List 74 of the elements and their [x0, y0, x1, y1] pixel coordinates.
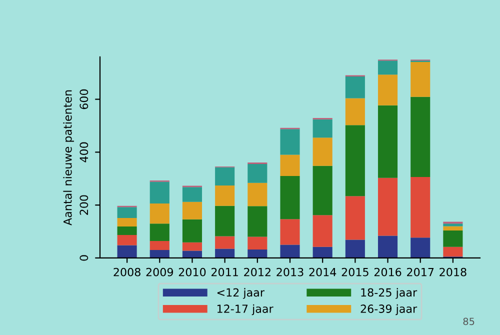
bar: [182, 219, 202, 242]
bar: [117, 218, 137, 226]
bar: [280, 129, 300, 155]
legend-label: <12 jaar: [217, 288, 264, 299]
y-axis-title: Aantal nieuwe patienten: [63, 90, 74, 226]
x-tick-label: 2014: [309, 268, 336, 276]
bar: [443, 224, 463, 226]
x-tick-label: 2011: [211, 268, 238, 276]
bar: [378, 178, 398, 236]
bar: [150, 241, 170, 250]
x-tick-label: 2016: [374, 268, 402, 276]
bar: [378, 74, 398, 106]
bar: [410, 96, 430, 178]
bar: [182, 242, 202, 251]
bar: [410, 62, 430, 97]
x-tick-label: 2017: [407, 268, 434, 276]
bar: [117, 245, 137, 258]
bar: [248, 249, 268, 258]
legend-label: 18-25 jaar: [361, 288, 418, 299]
bar: [150, 182, 170, 204]
bar: [280, 176, 300, 220]
bar: [345, 76, 365, 98]
bar: [117, 207, 137, 218]
bar: [443, 230, 463, 247]
bar: [182, 187, 202, 202]
y-tick-label: 400: [80, 142, 88, 162]
text: 85: [463, 318, 474, 326]
bar: [280, 219, 300, 245]
bar: [410, 238, 430, 258]
y-tick-label: 600: [80, 89, 88, 110]
x-tick-label: 2018: [440, 268, 466, 276]
bar: [150, 250, 170, 258]
x-tick-label: 2013: [276, 268, 304, 276]
legend-label: 26-39 jaar: [360, 304, 418, 316]
y-tick-label: 0: [80, 255, 88, 261]
bar: [345, 196, 365, 240]
bar: [150, 224, 170, 242]
bar: [378, 236, 398, 258]
bar: [378, 60, 398, 75]
bar: [312, 166, 332, 216]
bar: [248, 206, 268, 237]
x-tick-label: 2015: [342, 268, 368, 276]
y-tick-label: 200: [80, 195, 88, 215]
bar: [248, 182, 268, 206]
x-tick-label: 2009: [146, 268, 173, 276]
bar: [345, 98, 365, 126]
bar: [150, 203, 170, 224]
legend-label: 12-17 jaar: [217, 304, 274, 316]
bar: [312, 138, 332, 166]
x-tick-label: 2012: [244, 268, 270, 276]
bar: [215, 236, 235, 249]
bar: [215, 206, 235, 236]
bar: [215, 167, 235, 186]
bar: [117, 234, 137, 246]
bar: [312, 119, 332, 138]
bar: [117, 226, 137, 235]
bar: [215, 185, 235, 206]
bar: [248, 164, 268, 183]
bar: [280, 244, 300, 258]
bar: [182, 202, 202, 220]
bar: [443, 226, 463, 230]
bar: [280, 154, 300, 176]
bar: [248, 236, 268, 250]
bar: [345, 125, 365, 196]
bar: [443, 246, 463, 257]
x-tick-label: 2010: [178, 268, 206, 276]
bar: [410, 177, 430, 238]
bar: [345, 240, 365, 258]
bar: [378, 105, 398, 178]
bar: [215, 248, 235, 258]
x-tick-label: 2008: [114, 268, 140, 276]
bar: [312, 246, 332, 258]
bar: [312, 215, 332, 247]
bar: [182, 250, 202, 258]
